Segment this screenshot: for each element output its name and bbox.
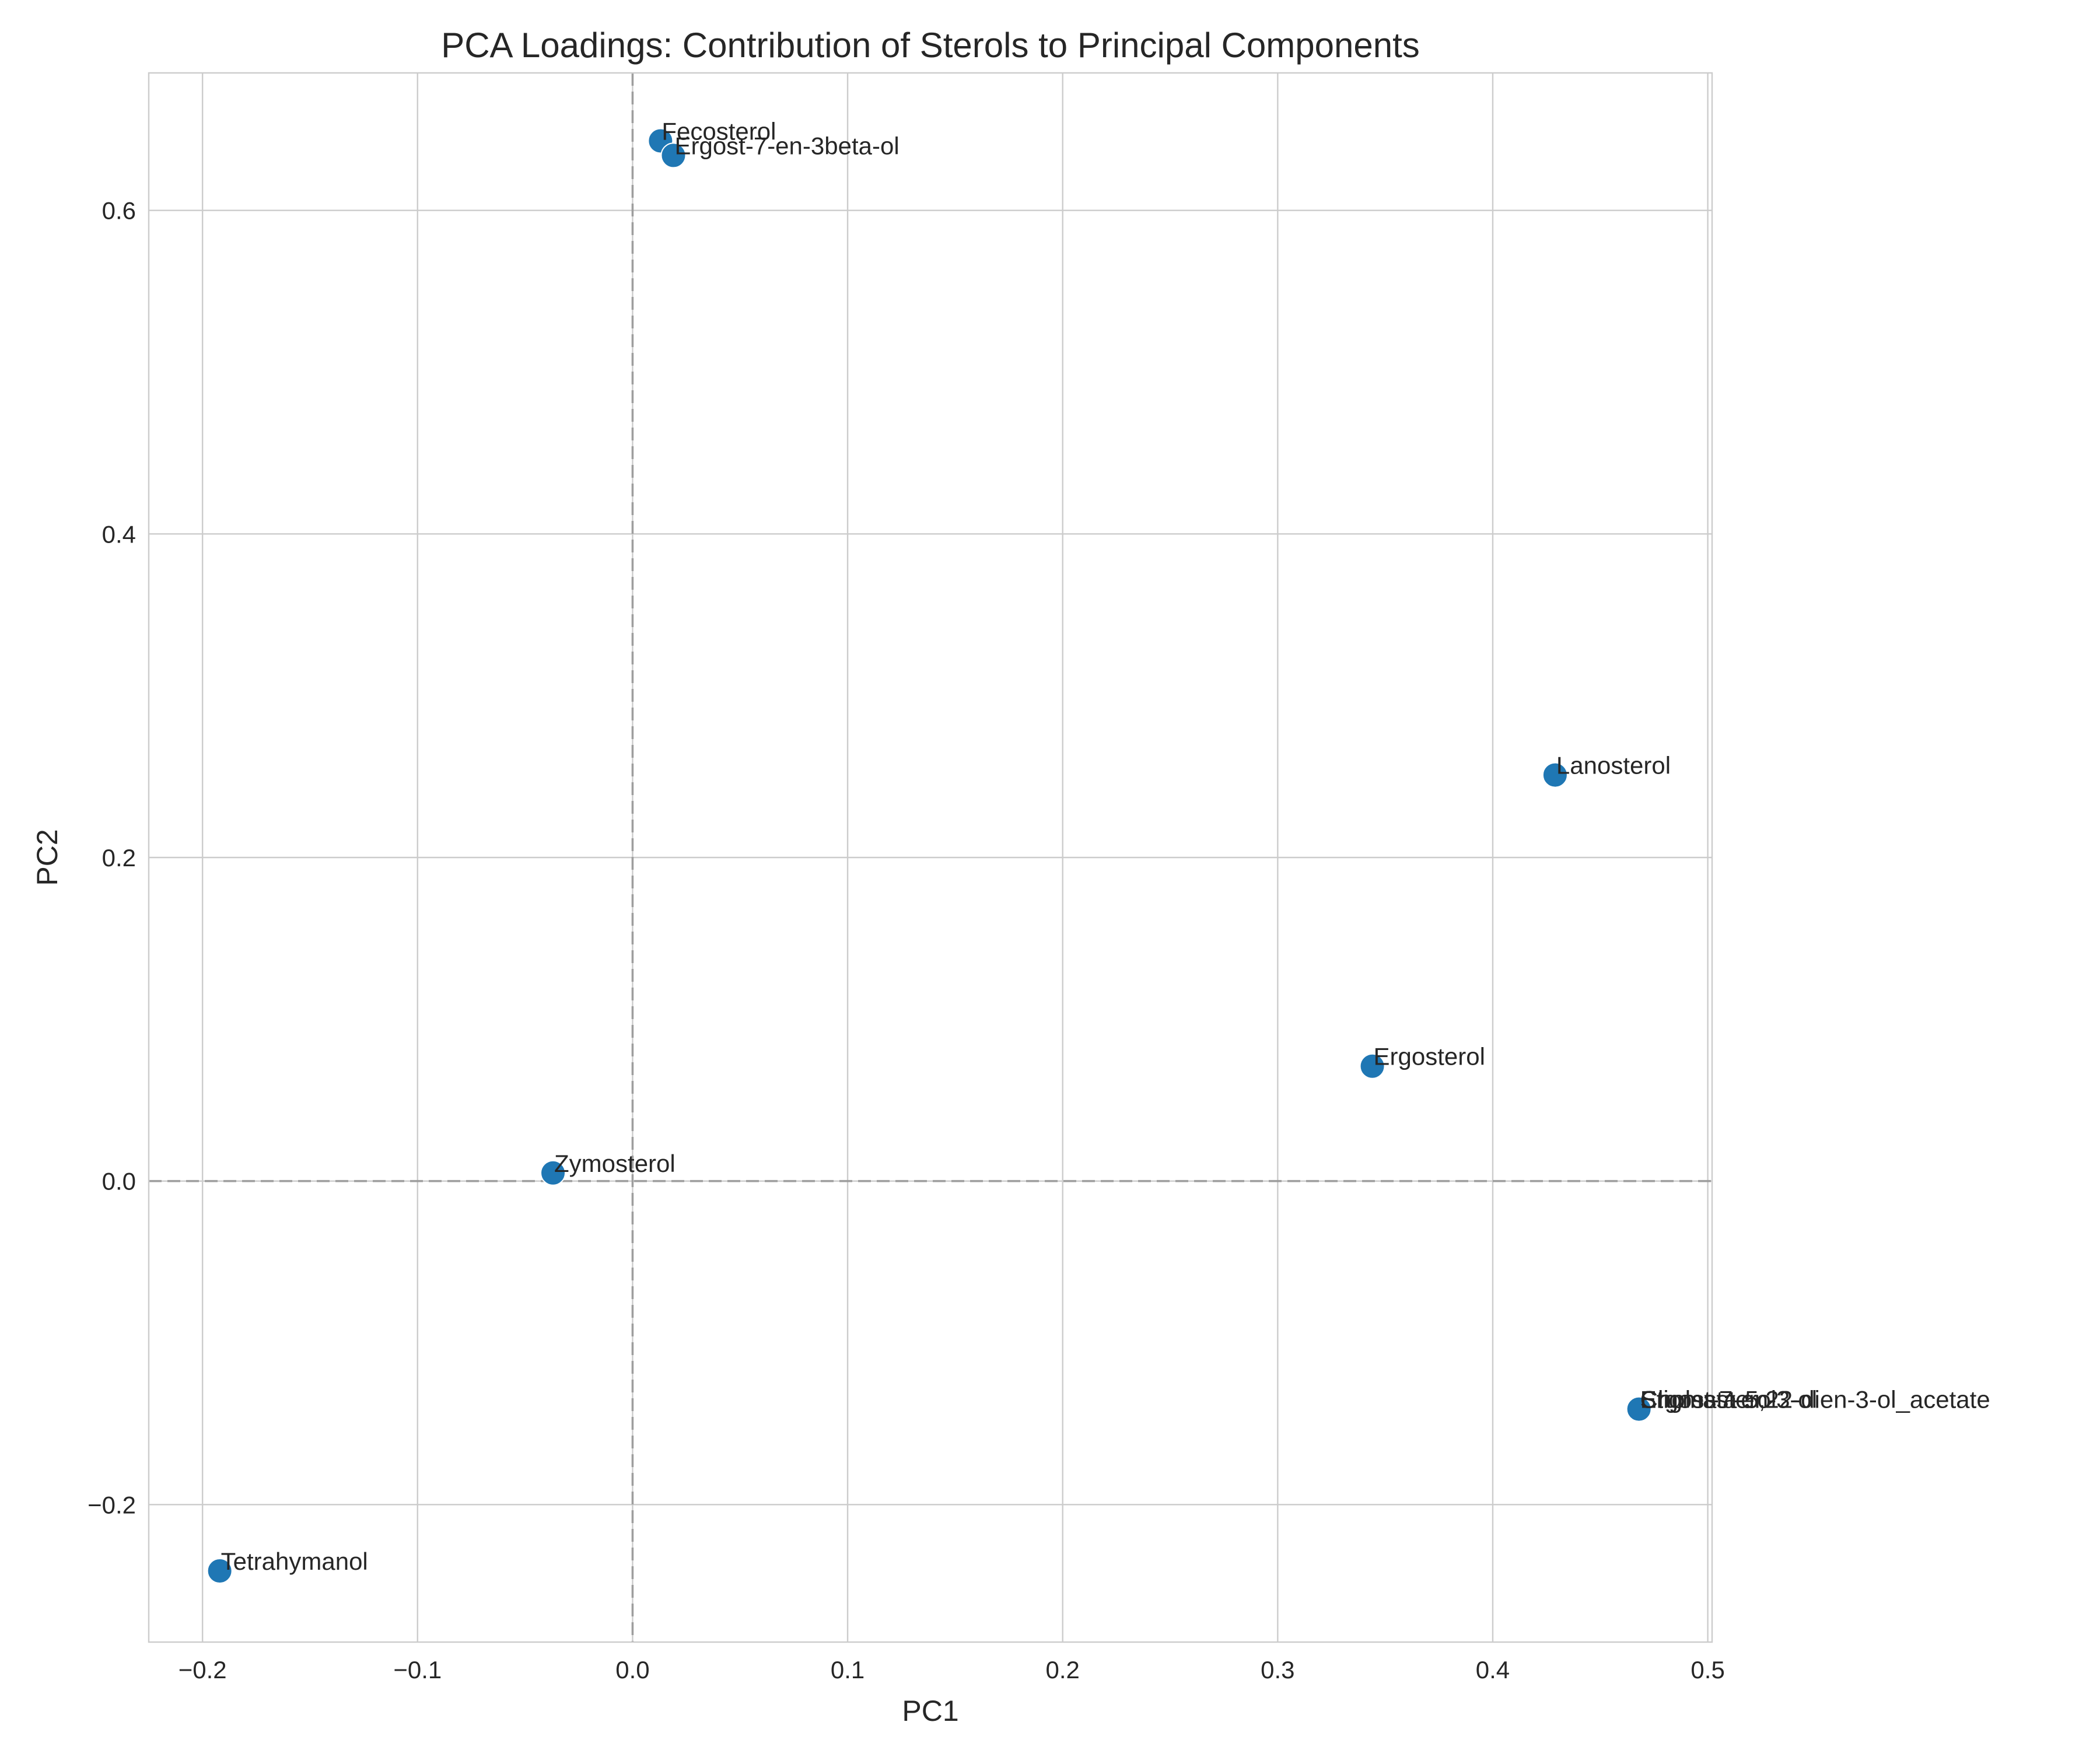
x-tick-label: 0.3	[1261, 1656, 1294, 1684]
reference-lines	[149, 73, 1712, 1642]
data-point	[540, 1160, 566, 1186]
point-label: Stigmasterol	[1640, 1386, 1776, 1413]
x-tick-label: 0.4	[1476, 1656, 1510, 1684]
point-label: Tetrahymanol	[221, 1548, 368, 1575]
y-axis-label: PC2	[31, 829, 64, 886]
x-tick-label: 0.0	[615, 1656, 649, 1684]
plot-frame	[148, 72, 1713, 1643]
point-label: Ergosterol	[1374, 1043, 1485, 1070]
x-tick-label: −0.1	[393, 1656, 442, 1684]
x-axis-label: PC1	[902, 1695, 958, 1727]
point-label: Zymosterol	[554, 1150, 676, 1177]
data-point	[1626, 1396, 1652, 1422]
point-label: Ergost-7-en-3-ol	[1640, 1386, 1817, 1413]
point-label: Ergost-7-en-3beta-ol	[674, 132, 899, 159]
y-tick-label: 0.6	[102, 197, 136, 225]
x-tick-label: 0.2	[1046, 1656, 1080, 1684]
y-tick-labels: −0.2 0.0 0.2 0.4 0.6	[88, 197, 136, 1519]
y-tick-label: 0.0	[102, 1168, 136, 1195]
point-label: Cholesta-5,22-dien-3-ol_acetate	[1640, 1386, 1990, 1413]
data-point	[660, 142, 687, 169]
data-point	[1359, 1053, 1385, 1079]
data-point	[206, 1558, 233, 1584]
data-point	[1542, 762, 1568, 788]
y-tick-label: −0.2	[88, 1491, 136, 1518]
data-points	[206, 128, 1652, 1584]
y-tick-label: 0.2	[102, 844, 136, 872]
point-label: Lanosterol	[1556, 752, 1671, 779]
chart-title: PCA Loadings: Contribution of Sterols to…	[441, 26, 1420, 65]
x-tick-label: −0.2	[178, 1656, 227, 1684]
y-tick-label: 0.4	[102, 520, 136, 548]
x-tick-labels: −0.2 −0.1 0.0 0.1 0.2 0.3 0.4 0.5	[178, 1656, 1725, 1684]
x-tick-label: 0.1	[831, 1656, 864, 1684]
x-tick-label: 0.5	[1690, 1656, 1724, 1684]
point-label: Fecosterol	[662, 117, 776, 145]
